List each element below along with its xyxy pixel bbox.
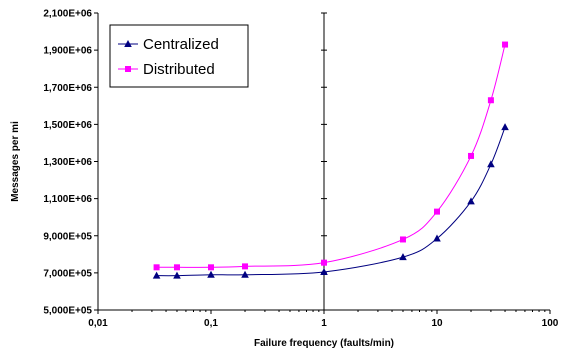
data-point-distributed: [487, 97, 494, 104]
x-tick-label: 0,01: [88, 318, 108, 329]
y-tick-label: 2,100E+06: [43, 9, 92, 20]
legend-box: [109, 24, 249, 88]
y-axis-label: Messages per mi: [10, 121, 21, 202]
data-point-centralized: [399, 253, 407, 261]
data-point-centralized: [152, 271, 161, 279]
data-point-distributed: [153, 264, 160, 271]
data-point-centralized: [433, 234, 441, 242]
y-tick-label: 1,900E+06: [43, 46, 92, 57]
data-point-centralized: [467, 197, 475, 205]
data-point-centralized: [320, 267, 328, 275]
y-tick-label: 1,500E+06: [43, 120, 92, 131]
data-point-distributed: [434, 208, 440, 215]
data-point-distributed: [173, 264, 180, 271]
data-point-distributed: [468, 152, 475, 159]
y-tick-label: 1,700E+06: [43, 83, 92, 94]
y-tick-label: 1,100E+06: [43, 194, 92, 205]
y-tick-label: 5,000E+05: [43, 306, 92, 317]
data-point-centralized: [173, 271, 181, 279]
x-tick-label: 100: [542, 318, 559, 329]
axes: 5,000E+05 7,000E+05 9,000E+05 1,100E+06 1,30…: [43, 9, 558, 330]
data-point-centralized: [207, 270, 215, 278]
data-point-distributed: [208, 264, 214, 271]
data-point-centralized: [487, 160, 495, 168]
y-tick-label: 7,000E+05: [43, 268, 92, 279]
data-point-distributed: [502, 41, 509, 48]
series-layer: [152, 41, 509, 279]
data-point-distributed: [399, 236, 406, 243]
series-distributed: [153, 41, 509, 271]
series-line-centralized: [156, 126, 506, 277]
data-point-centralized: [241, 270, 249, 278]
series-line-distributed: [156, 44, 506, 268]
data-point-distributed: [242, 263, 249, 270]
legend-label-centralized: Centralized: [143, 36, 219, 53]
y-tick-label: 1,300E+06: [43, 157, 92, 168]
series-centralized: [152, 123, 509, 279]
x-tick-label: 1: [321, 318, 327, 329]
y-tick-label: 9,000E+05: [43, 231, 92, 242]
data-point-distributed: [321, 259, 327, 266]
legend: Centralized Distributed: [109, 24, 249, 88]
data-point-centralized: [501, 123, 509, 131]
legend-marker-distributed: [125, 66, 131, 72]
x-tick-label: 10: [431, 318, 443, 329]
x-tick-label: 0,1: [204, 318, 218, 329]
legend-marker-centralized: [124, 40, 132, 47]
x-axis-label: Failure frequency (faults/min): [254, 338, 394, 349]
legend-label-distributed: Distributed: [143, 61, 215, 78]
